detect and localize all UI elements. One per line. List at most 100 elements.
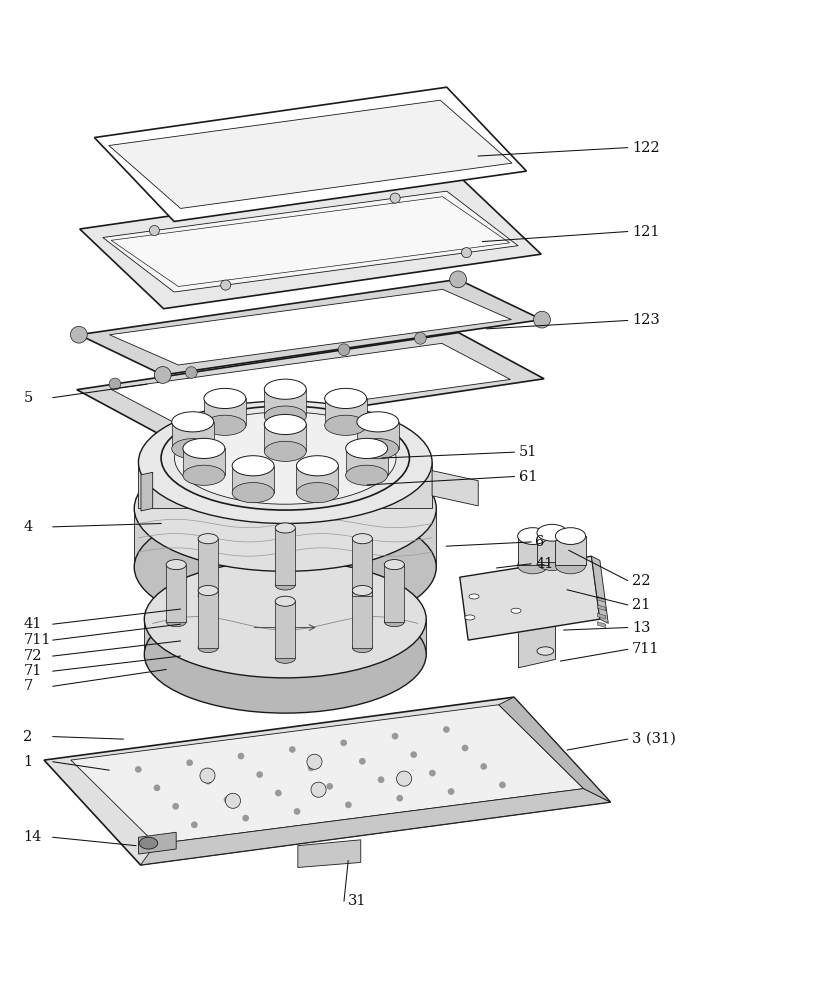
Text: 41: 41	[535, 557, 554, 571]
Ellipse shape	[172, 412, 214, 432]
Text: 2: 2	[23, 730, 33, 744]
Polygon shape	[77, 333, 545, 436]
Polygon shape	[518, 536, 548, 565]
Circle shape	[294, 808, 300, 815]
Polygon shape	[346, 448, 388, 475]
Text: 21: 21	[632, 598, 650, 612]
Ellipse shape	[264, 441, 306, 461]
Circle shape	[256, 771, 263, 778]
Ellipse shape	[183, 465, 225, 485]
Polygon shape	[432, 471, 478, 506]
Circle shape	[326, 783, 333, 790]
Text: 51: 51	[519, 445, 537, 459]
Circle shape	[289, 746, 295, 753]
Ellipse shape	[357, 412, 399, 432]
Circle shape	[429, 770, 435, 776]
Polygon shape	[44, 697, 611, 865]
Polygon shape	[198, 539, 218, 596]
Circle shape	[237, 753, 244, 759]
Text: 22: 22	[632, 574, 650, 588]
Circle shape	[396, 795, 403, 802]
Ellipse shape	[275, 523, 295, 533]
Circle shape	[149, 226, 159, 236]
Circle shape	[397, 771, 412, 786]
Ellipse shape	[469, 594, 479, 599]
Ellipse shape	[352, 591, 373, 601]
Text: 72: 72	[23, 649, 42, 663]
Ellipse shape	[275, 596, 295, 606]
Polygon shape	[204, 398, 246, 425]
Polygon shape	[140, 789, 611, 865]
Polygon shape	[183, 448, 225, 475]
Ellipse shape	[175, 412, 396, 504]
Polygon shape	[498, 697, 611, 802]
Polygon shape	[141, 472, 153, 511]
Ellipse shape	[264, 414, 306, 435]
Ellipse shape	[537, 524, 567, 541]
Ellipse shape	[346, 465, 388, 485]
Circle shape	[224, 796, 231, 803]
Ellipse shape	[325, 388, 367, 409]
Polygon shape	[264, 424, 306, 451]
Polygon shape	[597, 622, 606, 628]
Polygon shape	[352, 591, 373, 648]
Ellipse shape	[166, 617, 186, 627]
Circle shape	[185, 367, 197, 378]
Text: 121: 121	[632, 225, 659, 239]
Circle shape	[341, 739, 347, 746]
Polygon shape	[537, 533, 567, 562]
Ellipse shape	[264, 379, 306, 399]
Circle shape	[481, 763, 487, 770]
Polygon shape	[555, 536, 586, 565]
Ellipse shape	[264, 406, 306, 426]
Polygon shape	[134, 508, 436, 567]
Ellipse shape	[204, 415, 246, 435]
Text: 5: 5	[23, 391, 33, 405]
Text: 1: 1	[23, 755, 33, 769]
Polygon shape	[138, 832, 176, 854]
Polygon shape	[597, 596, 606, 602]
Polygon shape	[198, 591, 218, 648]
Ellipse shape	[232, 483, 274, 503]
Polygon shape	[264, 389, 306, 416]
Ellipse shape	[139, 837, 158, 849]
Ellipse shape	[144, 560, 426, 678]
Text: 71: 71	[23, 664, 42, 678]
Text: 4: 4	[23, 520, 33, 534]
Text: 61: 61	[519, 470, 537, 484]
Polygon shape	[144, 619, 426, 654]
Ellipse shape	[537, 554, 567, 570]
Ellipse shape	[172, 439, 214, 459]
Ellipse shape	[144, 596, 426, 713]
Ellipse shape	[134, 504, 436, 630]
Ellipse shape	[465, 615, 475, 620]
Polygon shape	[384, 565, 404, 622]
Ellipse shape	[325, 415, 367, 435]
Text: 123: 123	[632, 313, 659, 327]
Ellipse shape	[555, 528, 586, 544]
Text: 6: 6	[535, 535, 545, 549]
Ellipse shape	[352, 585, 373, 596]
Ellipse shape	[198, 534, 218, 544]
Circle shape	[221, 280, 231, 290]
Ellipse shape	[232, 456, 274, 476]
Ellipse shape	[134, 445, 436, 571]
Circle shape	[226, 793, 241, 808]
Polygon shape	[298, 840, 361, 867]
Text: 122: 122	[632, 141, 659, 155]
Circle shape	[414, 332, 426, 344]
Circle shape	[410, 751, 417, 758]
Circle shape	[307, 754, 322, 769]
Text: 41: 41	[23, 617, 42, 631]
Ellipse shape	[537, 647, 554, 655]
Polygon shape	[70, 705, 584, 844]
Circle shape	[308, 765, 315, 771]
Text: 3 (31): 3 (31)	[632, 732, 675, 746]
Circle shape	[70, 326, 87, 343]
Polygon shape	[275, 601, 295, 658]
Ellipse shape	[296, 483, 338, 503]
Ellipse shape	[511, 608, 521, 613]
Ellipse shape	[296, 456, 338, 476]
Polygon shape	[597, 613, 606, 619]
Circle shape	[242, 815, 249, 821]
